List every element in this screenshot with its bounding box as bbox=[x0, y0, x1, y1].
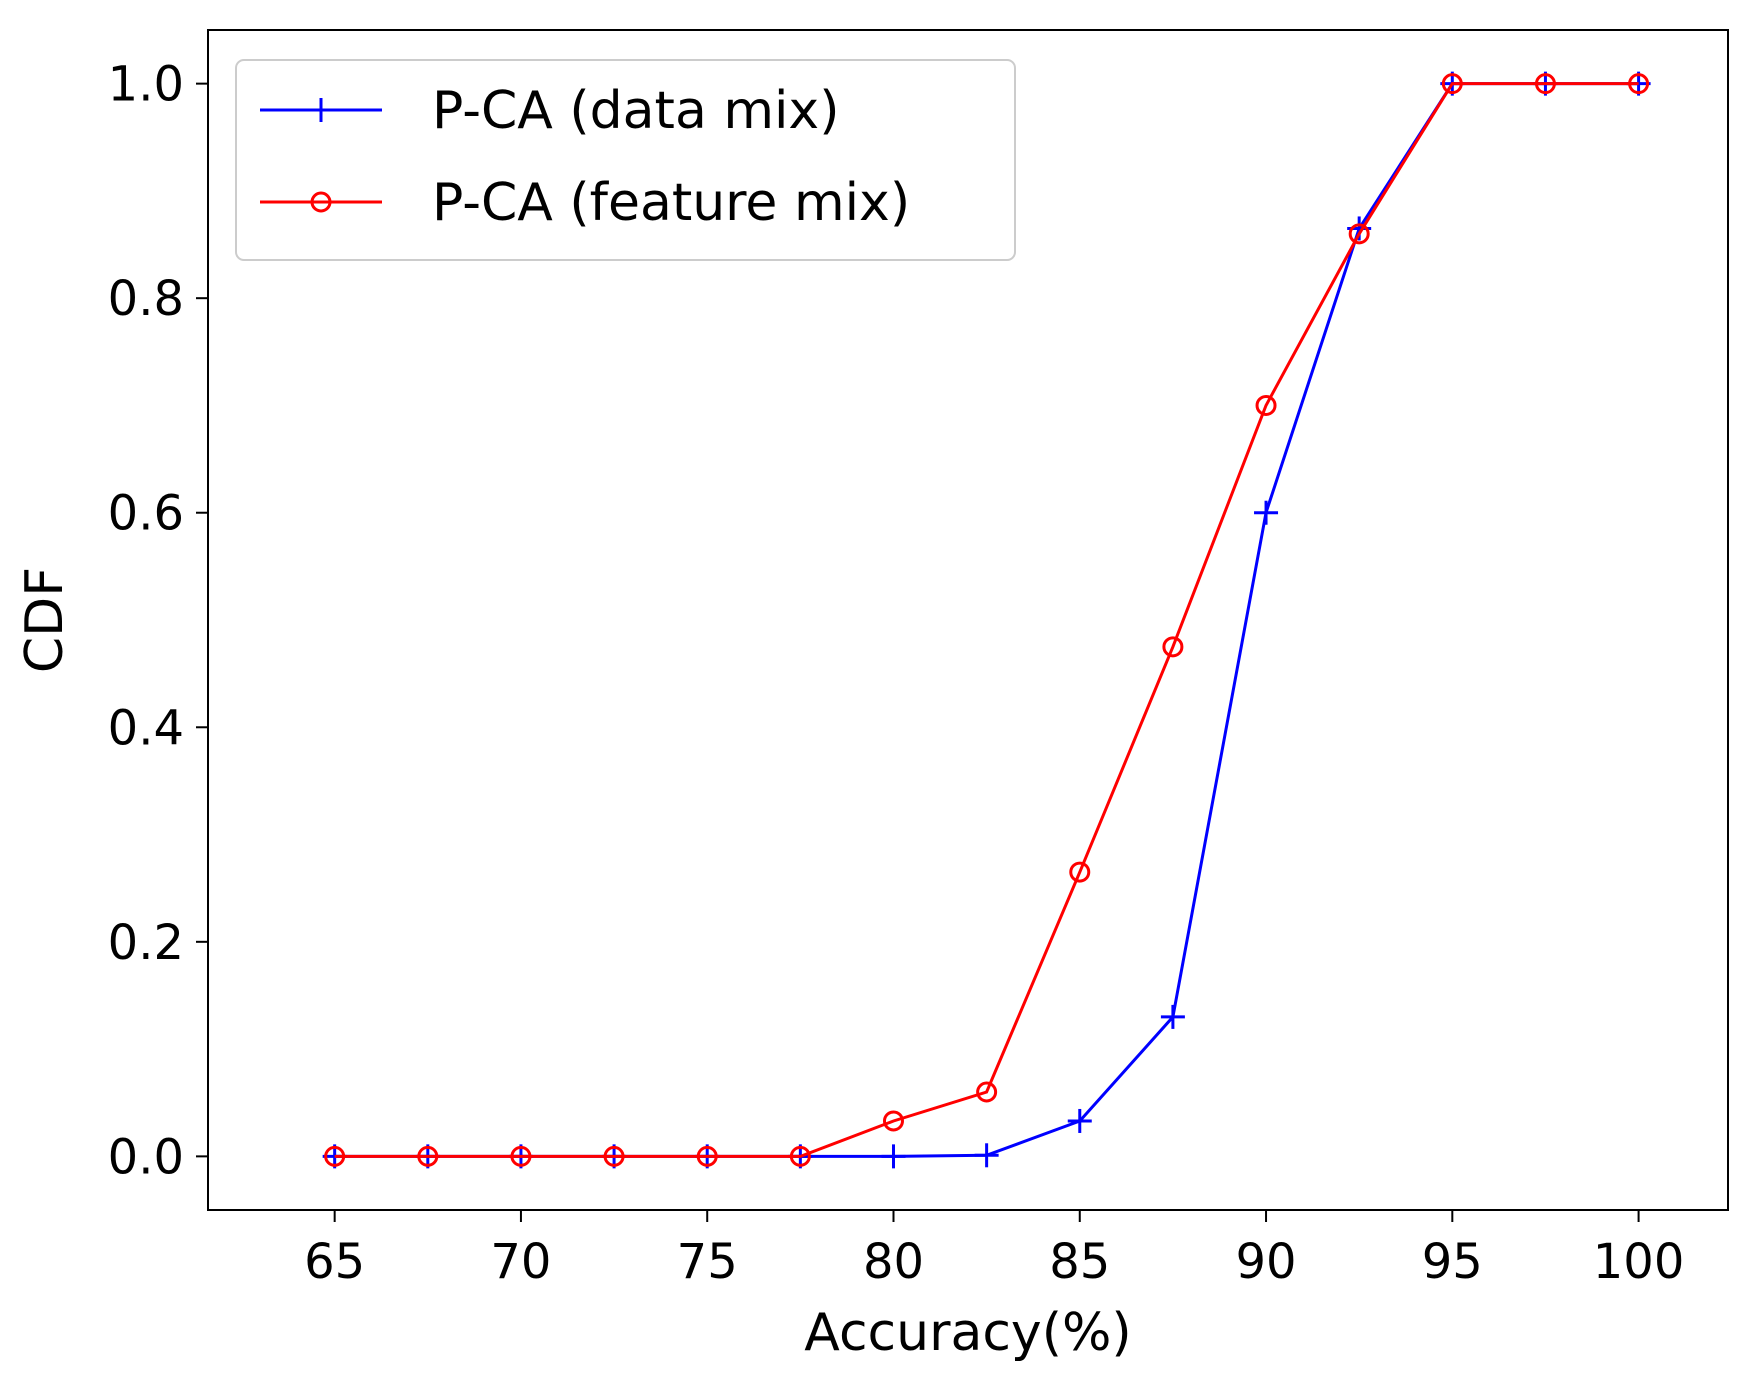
series-layer bbox=[322, 71, 1651, 1169]
point-p-ca-feature-mix-7 bbox=[976, 1081, 998, 1103]
point-p-ca-feature-mix-11 bbox=[1348, 223, 1370, 245]
x-tick-label-5: 90 bbox=[1236, 1234, 1297, 1290]
point-p-ca-data-mix-8 bbox=[1067, 1108, 1092, 1133]
y-axis: 0.0 0.2 0.4 0.6 0.8 1.0 bbox=[108, 57, 208, 1185]
x-tick-label-6: 95 bbox=[1422, 1234, 1483, 1290]
x-axis-label: Accuracy(%) bbox=[804, 1303, 1131, 1363]
point-p-ca-feature-mix-0 bbox=[324, 1145, 346, 1167]
legend-label-data-mix: P-CA (data mix) bbox=[432, 81, 840, 141]
y-tick-label-5: 1.0 bbox=[108, 57, 184, 113]
point-p-ca-feature-mix-1 bbox=[417, 1145, 439, 1167]
legend-label-feature-mix: P-CA (feature mix) bbox=[432, 173, 910, 233]
legend: P-CA (data mix) P-CA (feature mix) bbox=[235, 59, 1016, 261]
x-tick-label-1: 70 bbox=[490, 1234, 551, 1290]
x-tick-label-3: 80 bbox=[863, 1234, 924, 1290]
legend-marker-feature-mix bbox=[310, 191, 332, 213]
point-p-ca-feature-mix-10 bbox=[1255, 394, 1277, 416]
point-p-ca-data-mix-10 bbox=[1254, 500, 1279, 525]
y-tick-label-1: 0.2 bbox=[108, 915, 184, 971]
point-p-ca-feature-mix-12 bbox=[1441, 73, 1463, 95]
legend-box bbox=[235, 59, 1016, 261]
legend-marker-data-mix bbox=[309, 98, 333, 122]
x-tick-label-7: 100 bbox=[1593, 1234, 1685, 1290]
x-tick-label-0: 65 bbox=[304, 1234, 365, 1290]
y-tick-label-2: 0.4 bbox=[108, 700, 184, 756]
plot-frame bbox=[207, 29, 1729, 1211]
point-p-ca-feature-mix-2 bbox=[510, 1145, 532, 1167]
point-p-ca-data-mix-9 bbox=[1160, 1004, 1185, 1029]
point-p-ca-feature-mix-3 bbox=[603, 1145, 625, 1167]
point-p-ca-feature-mix-4 bbox=[696, 1145, 718, 1167]
point-p-ca-data-mix-7 bbox=[974, 1143, 999, 1168]
point-p-ca-feature-mix-8 bbox=[1069, 861, 1091, 883]
x-tick-label-2: 75 bbox=[677, 1234, 738, 1290]
point-p-ca-feature-mix-14 bbox=[1628, 73, 1650, 95]
point-p-ca-feature-mix-5 bbox=[789, 1145, 811, 1167]
x-axis: 65 70 75 80 85 90 95 100 bbox=[304, 1210, 1684, 1290]
y-tick-label-3: 0.6 bbox=[108, 486, 184, 542]
point-p-ca-feature-mix-6 bbox=[882, 1110, 904, 1132]
point-p-ca-feature-mix-9 bbox=[1162, 636, 1184, 658]
y-tick-label-0: 0.0 bbox=[108, 1129, 184, 1185]
y-axis-label: CDF bbox=[15, 567, 75, 673]
x-tick-label-4: 85 bbox=[1049, 1234, 1110, 1290]
y-tick-label-4: 0.8 bbox=[108, 271, 184, 327]
series-line-p-ca-feature-mix bbox=[334, 82, 1639, 1158]
point-p-ca-feature-mix-13 bbox=[1534, 73, 1556, 95]
point-p-ca-data-mix-6 bbox=[881, 1144, 906, 1169]
